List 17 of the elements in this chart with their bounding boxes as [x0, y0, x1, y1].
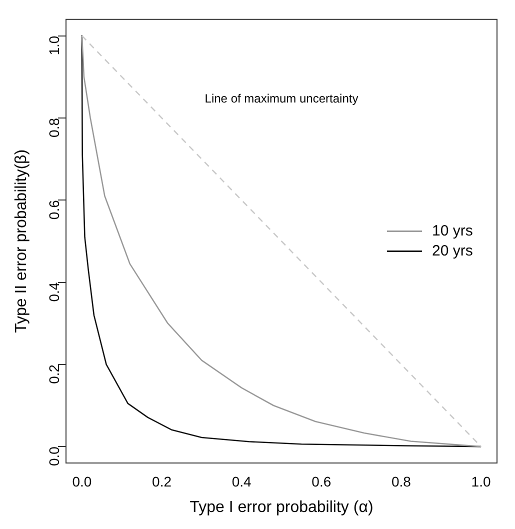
legend-label: 20 yrs: [432, 242, 473, 260]
y-tick-label: 0.4: [46, 282, 62, 302]
y-tick-label: 0.0: [46, 446, 62, 466]
y-tick-label: 1.0: [46, 36, 62, 56]
x-tick-label: 0.8: [391, 473, 412, 490]
y-tick-label: 0.6: [46, 200, 62, 220]
legend-label: 10 yrs: [432, 222, 473, 240]
annotation: Line of maximum uncertainty: [204, 92, 358, 106]
x-tick-label: 1.0: [471, 473, 491, 490]
x-axis-title: Type I error probability (α): [190, 498, 374, 516]
x-tick-label: 0.4: [232, 473, 252, 490]
x-tick-label: 0.6: [312, 473, 332, 490]
x-tick-label: 0.0: [72, 473, 92, 490]
y-axis-title: Type II error probability(β): [13, 149, 30, 333]
y-tick-label: 0.2: [46, 364, 62, 384]
y-tick-label: 0.8: [46, 118, 62, 138]
x-tick-label: 0.2: [152, 473, 172, 490]
